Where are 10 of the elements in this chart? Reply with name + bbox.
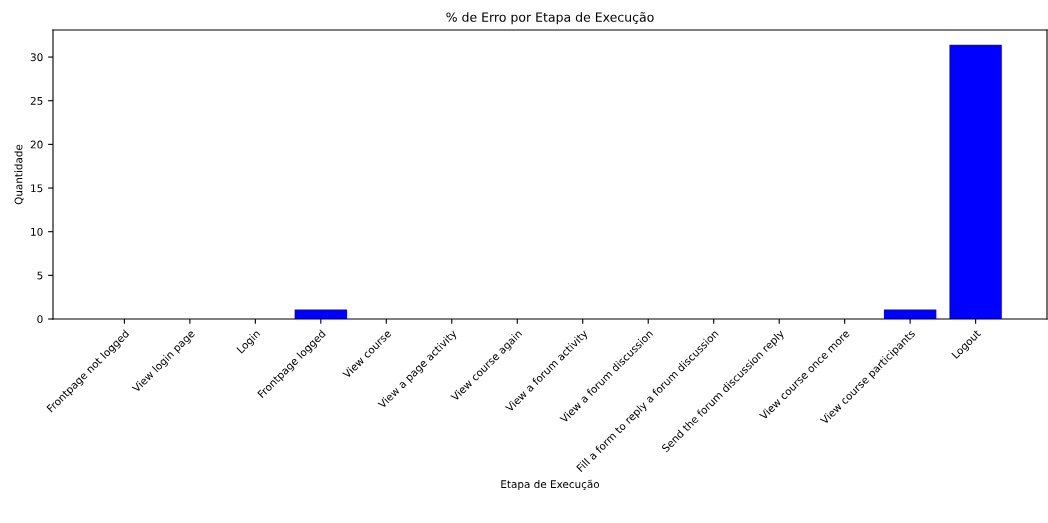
- y-tick-label: 25: [30, 96, 43, 105]
- y-tick-label: 20: [30, 140, 43, 149]
- y-tick-label: 5: [37, 271, 43, 280]
- y-axis-title: Quantidade: [14, 144, 24, 205]
- y-tick-label: 10: [31, 227, 43, 236]
- y-tick-label: 30: [30, 53, 43, 62]
- x-axis-title: Etapa de Execução: [501, 479, 600, 491]
- chart-title: % de Erro por Etapa de Execução: [446, 11, 654, 25]
- y-tick-label: 0: [37, 315, 43, 324]
- y-tick-label: 15: [31, 184, 43, 193]
